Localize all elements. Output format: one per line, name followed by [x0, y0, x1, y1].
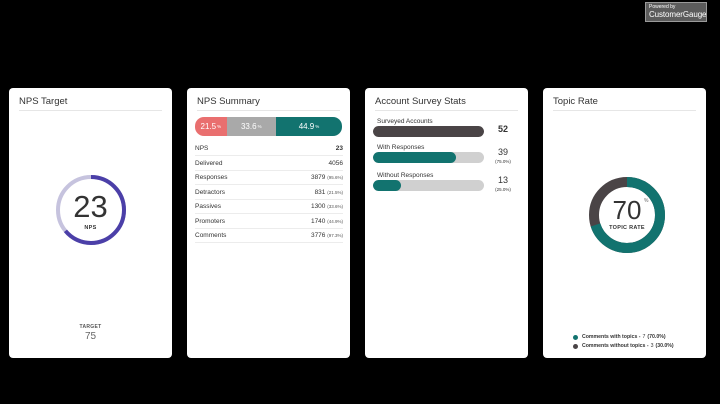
topic-rate-donut [589, 177, 665, 253]
summary-row-value-group: 1740 (44.9%) [311, 218, 343, 225]
nps-distribution-bar: 21.5% 33.6% 44.9% [195, 117, 342, 136]
stat-percent: (75.0%) [495, 159, 511, 164]
summary-row-value: 831 [314, 188, 326, 196]
donut-with-topics-arc [589, 177, 665, 253]
legend-count: 3 [650, 343, 654, 349]
summary-row-value-group: 23 [336, 145, 343, 152]
legend-color-dot [573, 334, 578, 340]
summary-row: Responses 3879 (95.6%) [195, 171, 343, 185]
legend-label: Comments with topics - [582, 334, 641, 340]
summary-row-value: 3879 [310, 174, 326, 181]
summary-row: Comments 3776 (97.3%) [195, 229, 343, 243]
summary-row-value-group: 1300 (33.6%) [311, 203, 343, 210]
summary-row-value: 1740 [310, 217, 326, 225]
card-divider [197, 110, 340, 111]
topic-rate-label: TOPIC RATE [609, 225, 645, 231]
nps-label: NPS [84, 225, 97, 231]
segment-value: 33.6 [240, 122, 257, 131]
summary-row: Delivered 4056 [195, 157, 343, 171]
summary-row-label: NPS [195, 145, 209, 152]
topic-rate-card: Topic Rate 70 % TOPIC RATE Comments with… [543, 88, 706, 358]
target-label: TARGET [79, 324, 102, 330]
branding-powered-by: Powered by [649, 4, 676, 10]
summary-row-value: 1300 [310, 203, 326, 210]
customergauge-branding: Powered by CustomerGauge [645, 2, 707, 22]
summary-row: Passives 1300 (33.6%) [195, 200, 343, 214]
summary-row-percent: (33.6%) [327, 204, 343, 209]
summary-row-value-group: 3776 (97.3%) [311, 232, 343, 239]
nps-summary-title: NPS Summary [197, 96, 260, 107]
summary-row-label: Delivered [195, 159, 223, 167]
card-divider [19, 110, 162, 111]
nps-target-title: NPS Target [19, 96, 68, 107]
branding-name: CustomerGauge [649, 10, 707, 19]
summary-row-value-group: 3879 (95.6%) [311, 174, 343, 181]
summary-row-label: Responses [195, 174, 228, 181]
stat-bar-track [373, 126, 484, 137]
segment-promoters: 44.9% [275, 117, 342, 136]
segment-passives: 33.6% [226, 117, 276, 136]
summary-row-percent: (95.6%) [327, 175, 343, 180]
legend-percent: (30.0%) [655, 343, 674, 349]
stat-percent: (25.0%) [495, 187, 511, 192]
nps-value: 23 [73, 189, 108, 224]
segment-unit: % [217, 124, 222, 129]
segment-unit: % [257, 124, 262, 129]
summary-row-value-group: 4056 [329, 160, 343, 167]
legend-label: Comments without topics - [582, 343, 649, 349]
stat-value: 52 [497, 124, 508, 134]
segment-value: 21.5 [200, 122, 217, 131]
gauge-progress-arc [56, 175, 126, 245]
summary-row-label: Detractors [195, 188, 225, 196]
stat-value: 39 [497, 147, 508, 157]
summary-row-percent: (21.5%) [327, 189, 343, 195]
target-value: 75 [84, 331, 97, 342]
summary-row: Promoters 1740 (44.9%) [195, 215, 343, 229]
stat-bar-fill [373, 180, 401, 191]
card-divider [375, 110, 518, 111]
nps-target-gauge [56, 175, 126, 245]
stat-label: Without Responses [377, 172, 434, 179]
segment-value: 44.9 [298, 122, 315, 131]
stat-bar-fill [373, 126, 484, 137]
summary-row-label: Promoters [195, 217, 225, 225]
legend-item: Comments with topics -7 (70.0%) [573, 334, 666, 340]
account-survey-stats-card: Account Survey Stats Surveyed Accounts 52… [365, 88, 528, 358]
summary-row-label: Passives [195, 203, 222, 210]
nps-summary-card: NPS Summary 21.5% 33.6% 44.9% NPS 23 Deliver… [187, 88, 350, 358]
legend-color-dot [573, 343, 578, 349]
segment-detractors: 21.5% [195, 117, 227, 136]
stat-bar-fill [373, 152, 457, 163]
summary-row-value: 23 [335, 145, 343, 152]
stat-bar-track [373, 152, 484, 163]
summary-row-label: Comments [195, 232, 227, 239]
stat-label: With Responses [377, 144, 425, 151]
nps-target-card: NPS Target 23 NPS TARGET 75 [9, 88, 172, 358]
summary-row-value-group: 831 (21.5%) [315, 189, 343, 196]
summary-row: Detractors 831 (21.5%) [195, 186, 343, 200]
stat-value: 13 [497, 175, 508, 185]
topic-rate-title: Topic Rate [553, 96, 598, 107]
summary-row-value: 4056 [328, 159, 343, 167]
summary-row-value: 3776 [310, 232, 326, 239]
stat-label: Surveyed Accounts [377, 118, 433, 125]
legend-item: Comments without topics -3 (30.0%) [573, 343, 674, 349]
summary-row-percent: (97.3%) [327, 233, 343, 238]
topic-rate-unit: % [644, 198, 649, 204]
legend-percent: (70.0%) [647, 334, 666, 340]
summary-row-percent: (44.9%) [327, 218, 343, 224]
topic-rate-value: 70 [612, 195, 642, 225]
card-divider [553, 110, 696, 111]
account-survey-stats-title: Account Survey Stats [375, 96, 466, 107]
stat-bar-track [373, 180, 484, 191]
legend-count: 7 [642, 334, 646, 340]
segment-unit: % [315, 124, 320, 129]
summary-row: NPS 23 [195, 142, 343, 156]
